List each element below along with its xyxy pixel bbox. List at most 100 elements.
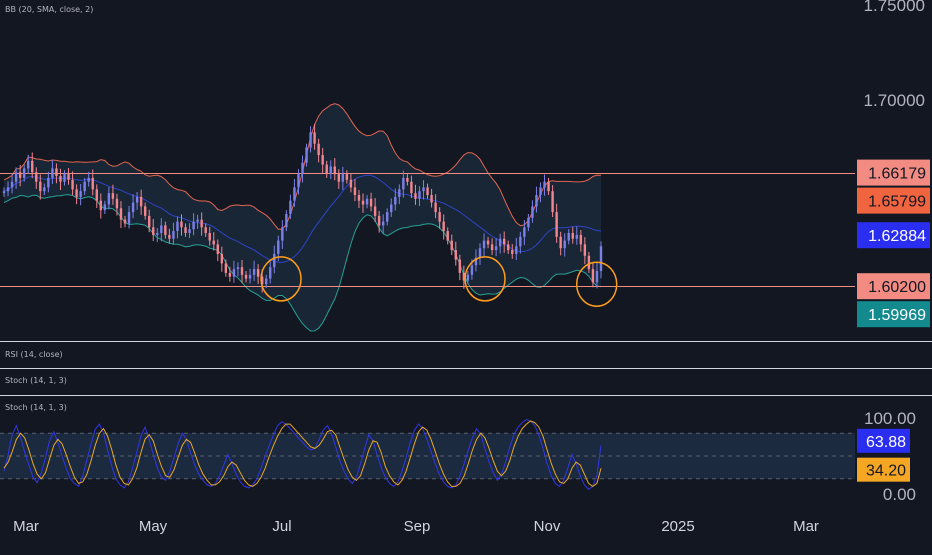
candle	[414, 193, 417, 199]
bb-indicator-label[interactable]: BB (20, SMA, close, 2)	[5, 5, 94, 14]
candle	[212, 240, 215, 245]
candle	[337, 174, 341, 182]
candle	[293, 187, 296, 201]
candle	[26, 160, 30, 169]
candle	[91, 177, 94, 190]
candle	[127, 212, 131, 224]
candle	[377, 215, 381, 226]
candle	[325, 164, 328, 175]
candle	[571, 233, 574, 239]
candle	[551, 191, 554, 213]
candle	[547, 181, 550, 192]
candle	[543, 181, 546, 188]
time-axis-label: Sep	[404, 518, 431, 535]
candle	[273, 253, 276, 268]
candle	[498, 238, 502, 247]
time-axis-label: Mar	[793, 518, 819, 535]
candle	[184, 227, 187, 233]
candle	[95, 189, 98, 201]
price-badge-label: 1.60200	[868, 279, 926, 296]
candle	[531, 206, 534, 218]
candle	[353, 187, 357, 195]
candle	[35, 172, 38, 182]
time-axis-label: 2025	[661, 518, 694, 535]
candle	[595, 271, 599, 283]
candle	[406, 177, 409, 182]
stoch-indicator-label-1[interactable]: Stoch (14, 1, 3)	[5, 376, 67, 385]
candle	[438, 212, 441, 222]
candle	[164, 225, 167, 235]
candle	[31, 160, 34, 173]
candle	[285, 214, 288, 228]
candle	[232, 269, 236, 277]
highlight-circle	[464, 256, 506, 302]
candle	[79, 191, 82, 197]
candle	[71, 179, 74, 190]
candle	[22, 168, 26, 178]
candle	[47, 177, 50, 188]
candle	[381, 221, 385, 226]
candle	[418, 191, 421, 199]
candle	[515, 246, 518, 254]
bb-basis-line	[3, 174, 602, 263]
candle	[188, 229, 191, 233]
rsi-indicator-label[interactable]: RSI (14, close)	[5, 350, 63, 359]
stoch-badge	[857, 457, 910, 482]
candle	[148, 215, 151, 228]
candle	[59, 176, 62, 182]
candle	[398, 189, 401, 197]
candle	[466, 274, 470, 281]
candle	[567, 233, 570, 241]
candle	[599, 246, 603, 271]
time-axis-label: Jul	[272, 518, 291, 535]
candle	[135, 196, 139, 203]
price-axis-label: 1.70000	[864, 91, 925, 110]
candle	[410, 181, 413, 194]
time-axis-label: Nov	[534, 518, 561, 535]
candle	[131, 202, 135, 213]
candle	[555, 212, 558, 237]
candle	[172, 231, 175, 239]
candle	[244, 274, 248, 279]
candle	[474, 257, 478, 266]
candle	[309, 132, 312, 148]
candle	[139, 196, 143, 207]
stoch-indicator-label-2[interactable]: Stoch (14, 1, 3)	[5, 403, 67, 412]
candle	[434, 202, 437, 213]
candle	[75, 189, 78, 197]
candle	[83, 181, 86, 192]
candle	[277, 240, 280, 254]
candle	[470, 265, 474, 275]
candle	[168, 234, 171, 239]
price-badge	[857, 222, 930, 249]
candle	[563, 240, 566, 249]
candle	[99, 200, 103, 211]
candle	[204, 227, 207, 233]
candle	[361, 200, 365, 205]
price-badge-label: 1.59969	[868, 307, 926, 324]
candle	[317, 143, 320, 156]
candle	[490, 244, 494, 251]
candle	[502, 238, 506, 245]
candle	[587, 255, 591, 270]
candle	[196, 219, 199, 222]
candle	[55, 168, 58, 176]
candle	[402, 177, 405, 190]
price-badge	[857, 301, 930, 328]
candle	[583, 244, 587, 256]
candle	[6, 187, 10, 192]
price-badge	[857, 187, 930, 214]
candle	[220, 253, 224, 264]
candle	[301, 162, 304, 175]
candle	[511, 250, 514, 254]
candle	[2, 191, 6, 194]
candle	[208, 233, 211, 241]
candle	[103, 204, 107, 211]
candle	[357, 195, 361, 201]
candle	[454, 250, 457, 260]
candle	[482, 240, 486, 249]
price-badge-label: 1.65799	[868, 194, 926, 211]
candle	[422, 187, 425, 192]
